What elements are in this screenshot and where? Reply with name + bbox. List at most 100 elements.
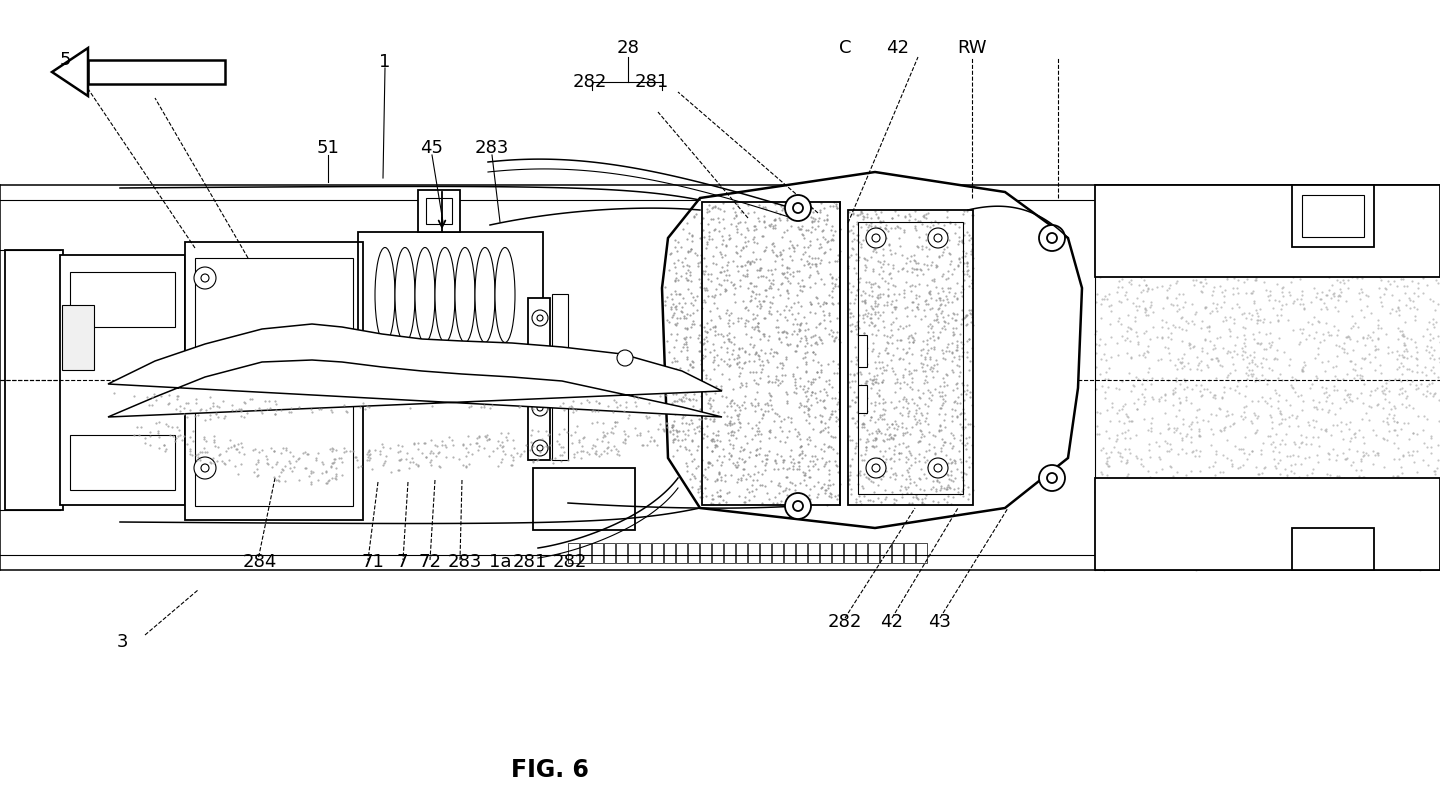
Point	[1182, 219, 1205, 232]
Point	[1159, 191, 1182, 204]
Point	[1426, 205, 1440, 218]
Point	[700, 445, 723, 458]
Point	[922, 235, 945, 248]
Point	[757, 369, 780, 382]
Point	[1214, 421, 1237, 434]
Point	[867, 221, 890, 234]
Point	[1266, 353, 1289, 366]
Point	[1405, 427, 1428, 440]
Point	[920, 302, 943, 315]
Text: 283: 283	[475, 139, 510, 157]
Point	[1345, 392, 1368, 404]
Point	[837, 261, 860, 274]
Point	[1261, 301, 1284, 314]
Point	[903, 254, 926, 267]
Point	[916, 359, 939, 372]
Point	[1165, 466, 1188, 479]
Point	[1329, 282, 1352, 295]
Point	[779, 301, 802, 314]
Point	[1204, 447, 1227, 460]
Point	[877, 237, 900, 250]
Point	[677, 424, 700, 437]
Point	[1391, 360, 1414, 373]
Point	[759, 301, 782, 314]
Point	[1279, 214, 1302, 227]
Point	[806, 462, 829, 475]
Point	[1215, 270, 1238, 283]
Point	[763, 455, 786, 468]
Point	[854, 470, 877, 483]
Point	[871, 361, 894, 374]
Point	[1292, 303, 1315, 316]
Point	[769, 277, 792, 290]
Point	[1418, 260, 1440, 273]
Point	[939, 464, 962, 477]
Point	[1241, 285, 1264, 298]
Point	[960, 237, 984, 250]
Point	[762, 273, 785, 286]
Point	[714, 284, 737, 297]
Point	[1362, 515, 1385, 528]
Point	[1384, 214, 1407, 227]
Point	[897, 470, 920, 483]
Point	[179, 447, 202, 460]
Point	[959, 248, 982, 260]
Point	[1094, 236, 1117, 249]
Point	[1125, 450, 1148, 463]
Point	[1323, 473, 1346, 486]
Point	[564, 404, 588, 417]
Point	[884, 401, 907, 414]
Point	[742, 313, 765, 326]
Point	[762, 415, 785, 428]
Point	[1322, 360, 1345, 373]
Point	[435, 451, 458, 464]
Point	[890, 447, 913, 460]
Point	[660, 328, 683, 341]
Point	[828, 362, 851, 375]
Point	[1092, 265, 1115, 277]
Point	[1084, 328, 1107, 341]
Point	[1417, 239, 1440, 252]
Point	[772, 454, 795, 467]
Point	[698, 304, 721, 317]
Point	[1401, 426, 1424, 439]
Point	[1351, 397, 1374, 410]
Point	[888, 352, 912, 365]
Point	[595, 442, 618, 455]
Point	[723, 417, 746, 430]
Point	[933, 299, 956, 311]
Point	[536, 404, 559, 417]
Point	[757, 304, 780, 317]
Text: 5: 5	[59, 51, 71, 69]
Point	[696, 316, 719, 329]
Point	[264, 403, 287, 416]
Point	[865, 328, 888, 341]
Point	[1426, 240, 1440, 253]
Point	[1351, 271, 1374, 284]
Point	[1374, 255, 1397, 268]
Point	[1364, 340, 1387, 353]
Point	[896, 265, 919, 277]
Point	[1411, 365, 1434, 378]
Point	[909, 344, 932, 357]
Point	[690, 358, 713, 371]
Point	[865, 469, 888, 482]
Point	[624, 395, 647, 408]
Point	[1263, 460, 1286, 472]
Point	[935, 482, 958, 495]
Point	[425, 450, 448, 463]
Point	[317, 475, 340, 488]
Point	[945, 307, 968, 320]
Point	[1367, 447, 1390, 460]
Point	[802, 215, 825, 228]
Point	[374, 450, 397, 463]
Point	[903, 455, 926, 468]
Point	[1176, 239, 1200, 252]
Point	[1110, 273, 1133, 286]
Point	[809, 334, 832, 347]
Point	[919, 303, 942, 316]
Point	[936, 456, 959, 469]
Point	[1164, 424, 1187, 437]
Point	[703, 438, 726, 451]
Point	[1272, 207, 1295, 220]
